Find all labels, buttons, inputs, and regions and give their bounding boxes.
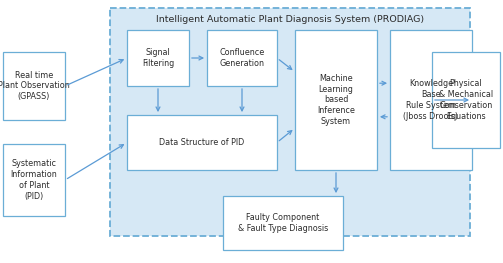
FancyBboxPatch shape [127,115,277,170]
Text: Intelligent Automatic Plant Diagnosis System (PRODIAG): Intelligent Automatic Plant Diagnosis Sy… [156,16,424,24]
FancyBboxPatch shape [127,30,189,86]
FancyBboxPatch shape [3,52,65,120]
Text: Real time
Plant Observation
(GPASS): Real time Plant Observation (GPASS) [0,71,70,101]
Text: Faulty Component
& Fault Type Diagnosis: Faulty Component & Fault Type Diagnosis [238,213,328,233]
FancyBboxPatch shape [207,30,277,86]
FancyBboxPatch shape [110,8,470,236]
Text: Signal
Filtering: Signal Filtering [142,48,174,68]
Text: Data Structure of PID: Data Structure of PID [159,138,244,147]
FancyBboxPatch shape [3,144,65,216]
Text: Physical
& Mechanical
Conservation
Equations: Physical & Mechanical Conservation Equat… [439,79,493,121]
FancyBboxPatch shape [295,30,377,170]
FancyBboxPatch shape [390,30,472,170]
FancyBboxPatch shape [432,52,500,148]
Text: Machine
Learning
based
Inference
System: Machine Learning based Inference System [317,74,355,126]
FancyBboxPatch shape [223,196,343,250]
Text: Confluence
Generation: Confluence Generation [219,48,265,68]
Text: Systematic
Information
of Plant
(PID): Systematic Information of Plant (PID) [11,159,57,201]
Text: Knowledge
Base
Rule System
(Jboss Drools): Knowledge Base Rule System (Jboss Drools… [403,79,459,121]
